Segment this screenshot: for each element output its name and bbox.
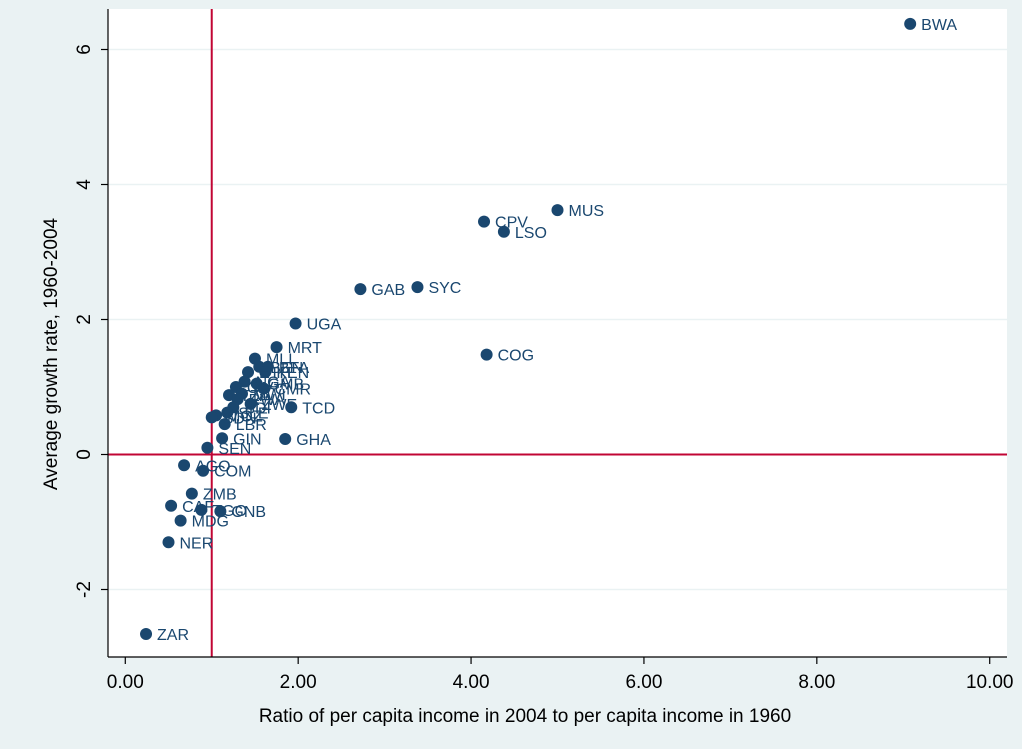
point-label-cog: COG: [498, 348, 534, 365]
point-label-gnb: GNB: [231, 504, 266, 521]
point-mli: [248, 352, 261, 365]
point-mus: [551, 204, 564, 217]
point-label-moz: MOZ: [227, 408, 263, 425]
point-sle: [221, 406, 234, 419]
point-label-ben: BEN: [270, 360, 303, 377]
point-mdg: [174, 514, 187, 527]
point-label-rwa: RWA: [249, 392, 286, 409]
point-bwa: [904, 17, 917, 30]
point-gha: [279, 432, 292, 445]
point-label-gmb: GMB: [268, 377, 304, 394]
y-tick-label: 2: [74, 314, 95, 325]
point-label-caf: CAF: [182, 499, 214, 516]
point-label-sle: SLE: [238, 406, 268, 423]
point-label-gin: GIN: [233, 431, 261, 448]
point-gin: [216, 432, 229, 445]
y-tick-label: -2: [74, 581, 95, 598]
point-sdn: [205, 411, 218, 424]
point-label-gab: GAB: [371, 282, 405, 299]
point-cmr: [257, 382, 270, 395]
point-label-mdg: MDG: [192, 514, 229, 531]
point-label-uga: UGA: [307, 317, 342, 334]
point-label-civ: CIV: [247, 380, 274, 397]
axes: [107, 9, 1007, 658]
point-label-tza: TZA: [240, 388, 271, 405]
x-axis-ticks: 0.00 2.00 4.00 6.00 8.00 10.00: [107, 657, 1014, 693]
point-gnb: [214, 505, 227, 518]
point-zmb: [185, 487, 198, 500]
point-lso: [497, 225, 510, 238]
x-tick-label: 10.00: [966, 672, 1014, 693]
point-zar: [140, 628, 153, 641]
point-gab: [354, 283, 367, 296]
point-caf: [165, 499, 178, 512]
y-axis-title: Average growth rate, 1960-2004: [41, 217, 62, 490]
point-tcd: [285, 401, 298, 414]
point-label-zmb: ZMB: [203, 487, 237, 504]
point-label-nga: NGA: [256, 375, 291, 392]
point-label-mrt: MRT: [288, 340, 323, 357]
reference-lines: [108, 9, 1007, 657]
point-tgo: [195, 503, 208, 516]
point-label-cpv: CPV: [495, 215, 528, 232]
point-cpv: [478, 215, 491, 228]
point-ken: [259, 366, 272, 379]
point-syc: [411, 281, 424, 294]
point-label-lso: LSO: [515, 225, 547, 242]
point-label-bdi: BDI: [244, 400, 271, 417]
point-uga: [289, 317, 302, 330]
point-label-mus: MUS: [569, 203, 605, 220]
point-ner: [162, 536, 175, 549]
x-axis-title: Ratio of per capita income in 2004 to pe…: [259, 706, 791, 727]
x-tick-label: 4.00: [453, 672, 490, 693]
plot-area: [108, 9, 1007, 657]
point-label-ken: KEN: [276, 365, 309, 382]
point-com: [197, 464, 210, 477]
point-label-zar: ZAR: [157, 627, 189, 644]
point-label-eth: ETH: [259, 365, 291, 382]
point-label-lbr: LBR: [236, 417, 267, 434]
point-label-ner: NER: [180, 535, 214, 552]
point-label-tcd: TCD: [302, 400, 335, 417]
point-label-cmr: CMR: [275, 381, 311, 398]
point-label-syc: SYC: [428, 280, 461, 297]
point-label-ago: AGO: [195, 458, 231, 475]
y-tick-label: 6: [74, 44, 95, 55]
data-points: [140, 17, 917, 641]
point-eth: [242, 366, 255, 379]
x-tick-label: 6.00: [625, 672, 662, 693]
point-label-gha: GHA: [296, 432, 331, 449]
point-cog: [480, 348, 493, 361]
point-lbr: [218, 418, 231, 431]
point-label-bfa: BFA: [279, 360, 310, 377]
point-ago: [178, 459, 191, 472]
x-tick-label: 0.00: [107, 672, 144, 693]
y-tick-label: 0: [74, 449, 95, 460]
point-label-mli: MLI: [266, 352, 293, 369]
point-label-com: COM: [214, 464, 251, 481]
point-label-sen: SEN: [218, 441, 251, 458]
point-label-sdn: SDN: [223, 410, 257, 427]
x-tick-label: 2.00: [280, 672, 317, 693]
point-sen: [201, 441, 214, 454]
x-tick-label: 8.00: [798, 672, 835, 693]
point-nga: [238, 375, 251, 388]
point-label-bwa: BWA: [921, 17, 957, 34]
point-mrt: [270, 341, 283, 354]
y-axis-ticks: -2 0 2 4 6: [74, 44, 108, 598]
point-label-mwi: MWI: [253, 387, 286, 404]
y-tick-label: 4: [74, 179, 95, 190]
point-zwe: [244, 397, 257, 410]
point-label-zwe: ZWE: [262, 397, 298, 414]
point-label-tgo: TGO: [212, 503, 247, 520]
